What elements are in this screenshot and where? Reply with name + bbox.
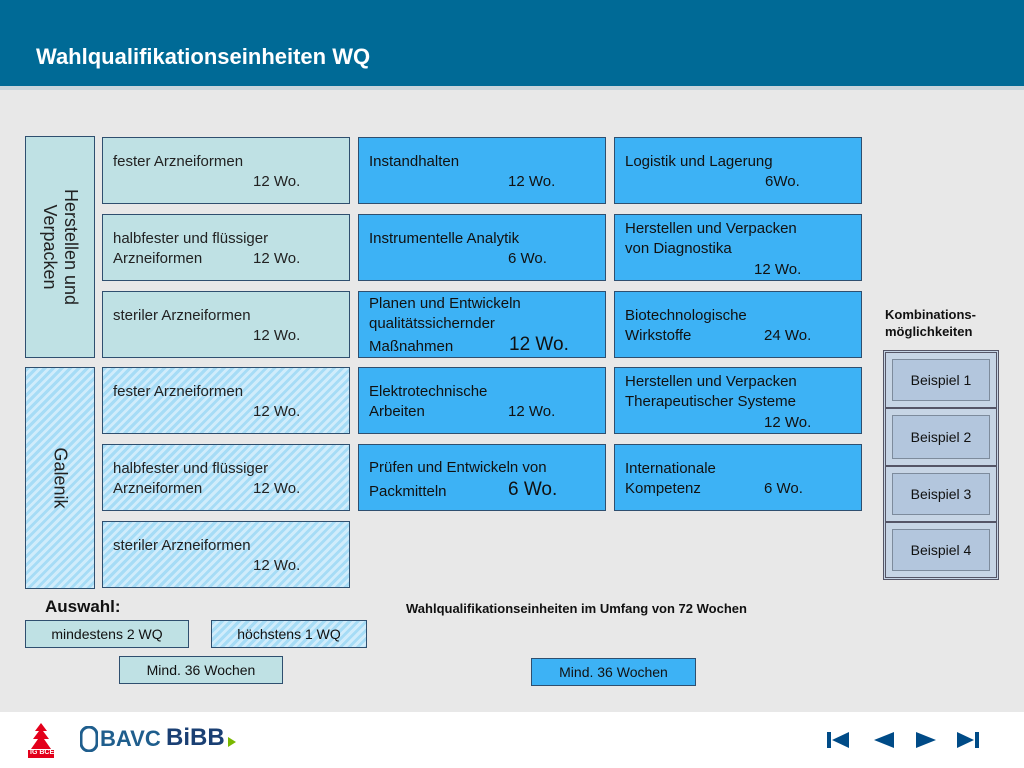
wq-card[interactable]: Instrumentelle Analytik 6 Wo. — [358, 214, 606, 281]
wq-card[interactable]: steriler Arzneiformen 12 Wo. — [102, 291, 350, 358]
wq-title: Elektrotechnische — [369, 383, 488, 400]
wq-title: Logistik und Lagerung — [625, 153, 773, 170]
wq-title: Arbeiten — [369, 403, 425, 420]
wq-weeks: 12 Wo. — [253, 557, 301, 574]
wq-title: Planen und Entwickeln — [369, 295, 521, 312]
wq-title: Herstellen und Verpacken — [625, 220, 797, 237]
wq-card[interactable]: Biotechnologische Wirkstoffe 24 Wo. — [614, 291, 862, 358]
bibb-logo: BiBB — [166, 724, 237, 752]
wq-title: Wirkstoffe — [625, 327, 692, 344]
wq-title: Internationale — [625, 460, 716, 477]
header-divider — [0, 86, 1024, 90]
wq-weeks: 12 Wo. — [509, 334, 569, 355]
wq-card[interactable]: steriler Arzneiformen 12 Wo. — [102, 521, 350, 588]
sidebar-herstellen-label: Herstellen und Verpacken — [40, 188, 81, 306]
wq-title: qualitätssichernder — [369, 315, 495, 332]
wq-card[interactable]: Elektrotechnische Arbeiten 12 Wo. — [358, 367, 606, 434]
sidebar-galenik: Galenik — [25, 367, 95, 589]
wq-card[interactable]: Herstellen und Verpacken von Diagnostika… — [614, 214, 862, 281]
sidebar-herstellen: Herstellen und Verpacken — [25, 136, 95, 358]
wq-card[interactable]: Instandhalten 12 Wo. — [358, 137, 606, 204]
wq-card[interactable]: Herstellen und Verpacken Therapeutischer… — [614, 367, 862, 434]
wq-title: Therapeutischer Systeme — [625, 393, 796, 410]
wq-title: fester Arzneiformen — [113, 383, 244, 400]
page-title: Wahlqualifikationseinheiten WQ — [36, 44, 371, 69]
wq-weeks: 12 Wo. — [253, 480, 301, 497]
wq-weeks: 12 Wo. — [754, 261, 802, 278]
wq-weeks: 6 Wo. — [764, 480, 803, 497]
wq-title: halbfester und flüssiger — [113, 230, 269, 247]
wq-card[interactable]: halbfester und flüssiger Arzneiformen 12… — [102, 214, 350, 281]
previous-slide-icon[interactable] — [872, 730, 896, 755]
wq-card[interactable]: halbfester und flüssiger Arzneiformen 12… — [102, 444, 350, 511]
wq-weeks: 6 Wo. — [508, 479, 558, 500]
last-slide-icon[interactable] — [956, 730, 980, 755]
wq-card[interactable]: Internationale Kompetenz 6 Wo. — [614, 444, 862, 511]
min-wq-box: mindestens 2 WQ — [25, 620, 189, 648]
first-slide-icon[interactable] — [826, 730, 850, 755]
wq-card[interactable]: fester Arzneiformen 12 Wo. — [102, 367, 350, 434]
wq-weeks: 12 Wo. — [764, 414, 812, 431]
wq-weeks: 6 Wo. — [508, 250, 547, 267]
wq-title: halbfester und flüssiger — [113, 460, 269, 477]
wq-title: Instandhalten — [369, 153, 460, 170]
combos-heading: Kombinations- möglichkeiten — [885, 307, 976, 339]
wq-weeks: 12 Wo. — [253, 250, 301, 267]
wq-card[interactable]: Planen und Entwickeln qualitätssichernde… — [358, 291, 606, 358]
min-weeks-right-box: Mind. 36 Wochen — [531, 658, 696, 686]
wq-title: Instrumentelle Analytik — [369, 230, 520, 247]
example-button-3[interactable]: Beispiel 3 — [885, 466, 997, 522]
wq-card[interactable]: fester Arzneiformen 12 Wo. — [102, 137, 350, 204]
bavc-logo: BAVC — [80, 726, 161, 752]
ig-bce-logo: IG BCE — [27, 721, 55, 759]
wq-title: Kompetenz — [625, 480, 701, 497]
min-weeks-left-box: Mind. 36 Wochen — [119, 656, 283, 684]
wq-title: Arzneiformen — [113, 250, 203, 267]
wq-weeks: 12 Wo. — [253, 403, 301, 420]
example-button-1[interactable]: Beispiel 1 — [885, 352, 997, 408]
wq-title: Herstellen und Verpacken — [625, 373, 797, 390]
wq-title: Arzneiformen — [113, 480, 203, 497]
wq-title: Packmitteln — [369, 483, 447, 500]
wq-title: steriler Arzneiformen — [113, 537, 251, 554]
wq-title: Biotechnologische — [625, 307, 747, 324]
example-button-2[interactable]: Beispiel 2 — [885, 408, 997, 466]
footer-bar — [0, 712, 1024, 768]
wq-card[interactable]: Logistik und Lagerung 6Wo. — [614, 137, 862, 204]
wq-title: Prüfen und Entwickeln von — [369, 459, 547, 476]
auswahl-label: Auswahl: — [45, 597, 121, 616]
wq-title: fester Arzneiformen — [113, 153, 244, 170]
wq-weeks: 6Wo. — [765, 173, 800, 190]
wq-weeks: 12 Wo. — [253, 173, 301, 190]
wq-weeks: 12 Wo. — [253, 327, 301, 344]
wq-weeks: 12 Wo. — [508, 173, 556, 190]
wq-card[interactable]: Prüfen und Entwickeln von Packmitteln 6 … — [358, 444, 606, 511]
wq-weeks: 24 Wo. — [764, 327, 812, 344]
summary-text: Wahlqualifikationseinheiten im Umfang vo… — [406, 601, 747, 616]
wq-title: steriler Arzneiformen — [113, 307, 251, 324]
header-bar — [0, 0, 1024, 86]
wq-title: Maßnahmen — [369, 338, 454, 355]
example-button-4[interactable]: Beispiel 4 — [885, 522, 997, 578]
wq-weeks: 12 Wo. — [508, 403, 556, 420]
wq-title: von Diagnostika — [625, 240, 732, 257]
sidebar-galenik-label: Galenik — [50, 447, 71, 509]
next-slide-icon[interactable] — [914, 730, 938, 755]
max-wq-box: höchstens 1 WQ — [211, 620, 367, 648]
